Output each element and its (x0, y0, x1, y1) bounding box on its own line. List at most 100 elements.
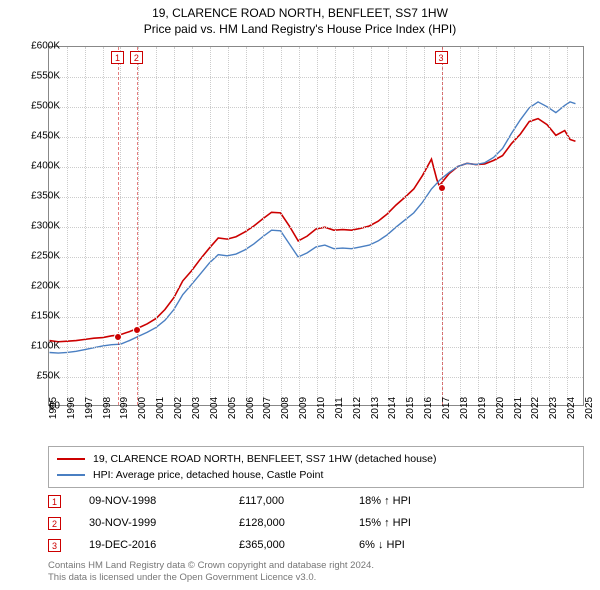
x-axis-label: 2007 (262, 397, 273, 419)
x-axis-label: 2008 (280, 397, 291, 419)
y-axis-label: £600K (31, 41, 60, 52)
legend-label-hpi: HPI: Average price, detached house, Cast… (93, 469, 323, 481)
title-subtitle: Price paid vs. HM Land Registry's House … (0, 22, 600, 36)
sales-row-pct: 6% ↓ HPI (359, 539, 469, 551)
gridline-h (49, 107, 583, 108)
gridline-v (299, 47, 300, 405)
gridline-v (263, 47, 264, 405)
sales-row-price: £117,000 (239, 495, 359, 507)
sale-marker-box: 1 (111, 51, 124, 64)
footer-line2: This data is licensed under the Open Gov… (48, 572, 584, 584)
x-axis-label: 2009 (298, 397, 309, 419)
gridline-v (85, 47, 86, 405)
sales-row-date: 19-DEC-2016 (89, 539, 239, 551)
sale-marker-box: 3 (435, 51, 448, 64)
x-axis-label: 2010 (316, 397, 327, 419)
sales-row-pct: 15% ↑ HPI (359, 517, 469, 529)
x-axis-label: 2013 (370, 397, 381, 419)
sales-row-date: 30-NOV-1999 (89, 517, 239, 529)
x-axis-label: 2015 (405, 397, 416, 419)
sale-point-dot (114, 333, 122, 341)
legend-box: 19, CLARENCE ROAD NORTH, BENFLEET, SS7 1… (48, 446, 584, 488)
x-axis-label: 2018 (459, 397, 470, 419)
gridline-v (371, 47, 372, 405)
gridline-h (49, 167, 583, 168)
sales-row-price: £365,000 (239, 539, 359, 551)
gridline-v (138, 47, 139, 405)
sales-row: 1 09-NOV-1998£117,00018% ↑ HPI (48, 490, 584, 512)
sales-row: 2 30-NOV-1999£128,00015% ↑ HPI (48, 512, 584, 534)
gridline-v (156, 47, 157, 405)
sales-row-pct: 18% ↑ HPI (359, 495, 469, 507)
sales-table: 1 09-NOV-1998£117,00018% ↑ HPI 2 30-NOV-199… (48, 490, 584, 556)
title-address: 19, CLARENCE ROAD NORTH, BENFLEET, SS7 1… (0, 6, 600, 20)
gridline-h (49, 287, 583, 288)
gridline-v (246, 47, 247, 405)
y-axis-label: £500K (31, 101, 60, 112)
x-axis-label: 2004 (209, 397, 220, 419)
sales-row-price: £128,000 (239, 517, 359, 529)
y-axis-label: £350K (31, 191, 60, 202)
gridline-v (531, 47, 532, 405)
x-axis-label: 2005 (227, 397, 238, 419)
chart-lines-svg (49, 47, 583, 405)
x-axis-label: 2019 (477, 397, 488, 419)
y-axis-label: £250K (31, 251, 60, 262)
gridline-v (549, 47, 550, 405)
x-axis-label: 2016 (423, 397, 434, 419)
x-axis-label: 1996 (66, 397, 77, 419)
x-axis-label: 2011 (334, 397, 345, 419)
x-axis-label: 1995 (48, 397, 59, 419)
gridline-v (514, 47, 515, 405)
gridline-v (335, 47, 336, 405)
sales-row: 319-DEC-2016£365,0006% ↓ HPI (48, 534, 584, 556)
y-axis-label: £150K (31, 311, 60, 322)
x-axis-label: 2002 (173, 397, 184, 419)
gridline-h (49, 257, 583, 258)
gridline-v (317, 47, 318, 405)
gridline-v (174, 47, 175, 405)
y-axis-label: £100K (31, 341, 60, 352)
legend-row: HPI: Average price, detached house, Cast… (57, 467, 575, 483)
legend-swatch-price (57, 458, 85, 460)
sales-row-marker: 1 (48, 495, 61, 508)
gridline-h (49, 377, 583, 378)
legend-swatch-hpi (57, 474, 85, 476)
x-axis-label: 1997 (84, 397, 95, 419)
gridline-v (120, 47, 121, 405)
x-axis-label: 2025 (584, 397, 595, 419)
sale-marker-box: 2 (130, 51, 143, 64)
sale-point-dot (438, 184, 446, 192)
y-axis-label: £550K (31, 71, 60, 82)
x-axis-label: 2012 (352, 397, 363, 419)
y-axis-label: £300K (31, 221, 60, 232)
chart-plot-area: 12 3 (48, 46, 584, 406)
gridline-v (567, 47, 568, 405)
x-axis-label: 2020 (495, 397, 506, 419)
x-axis-label: 1999 (119, 397, 130, 419)
y-axis-label: £450K (31, 131, 60, 142)
gridline-v (67, 47, 68, 405)
legend-label-price: 19, CLARENCE ROAD NORTH, BENFLEET, SS7 1… (93, 453, 437, 465)
gridline-h (49, 347, 583, 348)
x-axis-label: 2023 (548, 397, 559, 419)
gridline-h (49, 317, 583, 318)
gridline-v (210, 47, 211, 405)
sale-marker-vline (137, 47, 138, 405)
sales-row-date: 09-NOV-1998 (89, 495, 239, 507)
gridline-v (478, 47, 479, 405)
y-axis-label: £50K (37, 371, 60, 382)
x-axis-label: 2017 (441, 397, 452, 419)
y-axis-label: £400K (31, 161, 60, 172)
gridline-v (388, 47, 389, 405)
x-axis-label: 2024 (566, 397, 577, 419)
x-axis-label: 2003 (191, 397, 202, 419)
gridline-v (228, 47, 229, 405)
x-axis-label: 2022 (530, 397, 541, 419)
x-axis-label: 2021 (513, 397, 524, 419)
chart-container: 19, CLARENCE ROAD NORTH, BENFLEET, SS7 1… (0, 0, 600, 590)
sales-row-marker: 2 (48, 517, 61, 530)
gridline-v (496, 47, 497, 405)
footer-line1: Contains HM Land Registry data © Crown c… (48, 560, 584, 572)
gridline-h (49, 227, 583, 228)
